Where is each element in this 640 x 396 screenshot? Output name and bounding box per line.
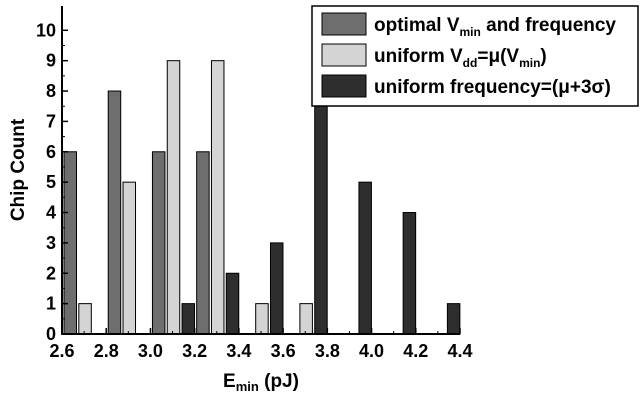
bar-series2-bin3 <box>166 60 181 335</box>
bar-series1-bin3 <box>151 151 166 335</box>
bar-series3-bin5 <box>269 242 284 335</box>
legend-swatch-3 <box>321 74 367 98</box>
bars-layer <box>63 29 461 335</box>
y-tick-label: 5 <box>46 172 56 192</box>
legend-label-3: uniform frequency=(μ+3σ) <box>374 77 611 98</box>
bar-series2-bin2 <box>122 181 137 335</box>
x-tick-label: 3.6 <box>271 341 296 361</box>
x-tick-label: 2.8 <box>94 341 119 361</box>
y-tick-label: 2 <box>46 263 56 283</box>
x-tick-label: 3.8 <box>315 341 340 361</box>
y-tick-label: 3 <box>46 233 56 253</box>
bar-series3-bin4 <box>225 272 240 335</box>
x-tick-label: 3.2 <box>182 341 207 361</box>
bar-series3-bin7 <box>358 181 372 335</box>
x-axis-title-unit: (pJ) <box>259 371 299 392</box>
x-axis-title: Emin (pJ) <box>223 371 299 394</box>
y-tick-label: 10 <box>36 20 56 40</box>
x-axis-title-sub: min <box>236 379 259 394</box>
x-axis-title-main: E <box>223 371 236 392</box>
bar-series1-bin2 <box>107 90 122 335</box>
legend-swatch-1 <box>321 12 367 36</box>
bar-series3-bin8 <box>402 212 417 335</box>
legend-label-1: optimal Vmin and frequency <box>374 15 616 39</box>
y-tick-label: 8 <box>46 81 56 101</box>
axes-layer: 0 1 2 3 4 5 6 7 8 9 10 2.6 2.8 3.0 3.2 3.4 3.6 3.8 4.0 4.2 4… <box>36 6 473 361</box>
y-tick-label: 0 <box>46 324 56 344</box>
y-tick-label: 7 <box>46 111 56 131</box>
x-tick-label: 3.4 <box>226 341 251 361</box>
bar-series2-bin4 <box>210 60 225 335</box>
x-tick-label: 4.4 <box>447 341 472 361</box>
y-tick-label: 6 <box>46 142 56 162</box>
legend: optimal Vmin and frequency uniform Vdd=μ(… <box>311 5 639 107</box>
bar-series3-bin9 <box>446 303 461 335</box>
y-axis-title: Chip Count <box>8 118 29 221</box>
bar-series2-bin6 <box>299 303 313 335</box>
legend-label-2: uniform Vdd=μ(Vmin) <box>374 46 547 70</box>
y-tick-label: 9 <box>46 51 56 71</box>
bar-series3-bin3 <box>181 303 196 335</box>
y-tick-label: 1 <box>46 294 56 314</box>
x-tick-label: 2.6 <box>49 341 74 361</box>
bar-series1-bin4 <box>196 151 210 335</box>
bar-series2-bin1 <box>78 303 92 335</box>
x-tick-label: 4.0 <box>359 341 384 361</box>
legend-swatch-2 <box>321 43 367 67</box>
x-tick-label: 3.0 <box>138 341 163 361</box>
bar-series2-bin5 <box>255 303 269 335</box>
x-tick-label: 4.2 <box>403 341 428 361</box>
y-tick-label: 4 <box>46 203 56 223</box>
